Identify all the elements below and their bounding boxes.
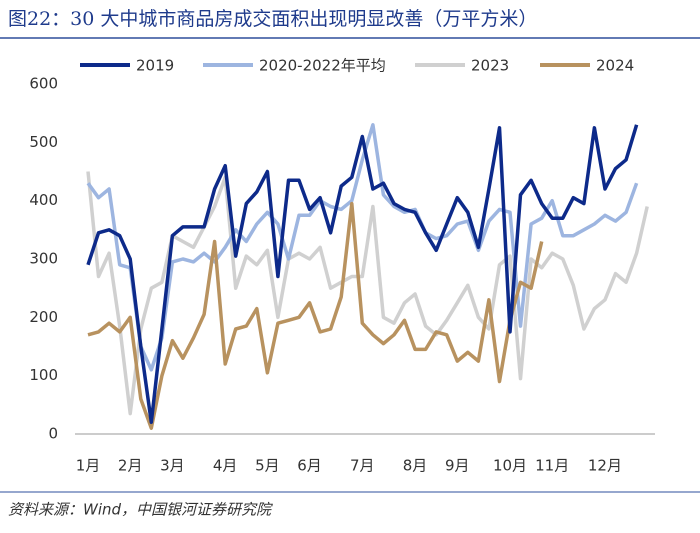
legend-label: 2019	[136, 57, 174, 75]
x-tick-label: 2月	[118, 457, 143, 475]
y-tick-label: 200	[29, 308, 58, 326]
series-line	[86, 171, 649, 416]
y-tick-label: 400	[29, 191, 58, 209]
x-tick-label: 10月	[493, 457, 527, 475]
series-line	[86, 123, 639, 372]
x-tick-label: 5月	[255, 457, 280, 475]
x-tick-label: 1月	[76, 457, 101, 475]
y-tick-label: 300	[29, 250, 58, 268]
y-tick-label: 100	[29, 366, 58, 384]
series-line	[86, 124, 639, 425]
x-tick-label: 9月	[445, 457, 470, 475]
series-line	[87, 201, 544, 430]
legend-label: 2020-2022年平均	[259, 57, 386, 75]
chart-title: 图22：30 大中城市商品房成交面积出现明显改善（万平方米）	[8, 8, 537, 30]
x-tick-label: 7月	[350, 457, 375, 475]
x-tick-label: 4月	[213, 457, 238, 475]
x-tick-label: 3月	[160, 457, 185, 475]
x-tick-label: 12月	[588, 457, 622, 475]
source-note: 资料来源：Wind，中国银河证券研究院	[8, 501, 273, 519]
y-tick-label: 0	[48, 425, 58, 443]
y-tick-label: 500	[29, 133, 58, 151]
x-tick-label: 11月	[535, 457, 569, 475]
x-tick-label: 8月	[403, 457, 428, 475]
legend-label: 2024	[596, 57, 634, 75]
y-tick-label: 600	[29, 75, 58, 93]
legend-label: 2023	[471, 57, 509, 75]
x-tick-label: 6月	[297, 457, 322, 475]
